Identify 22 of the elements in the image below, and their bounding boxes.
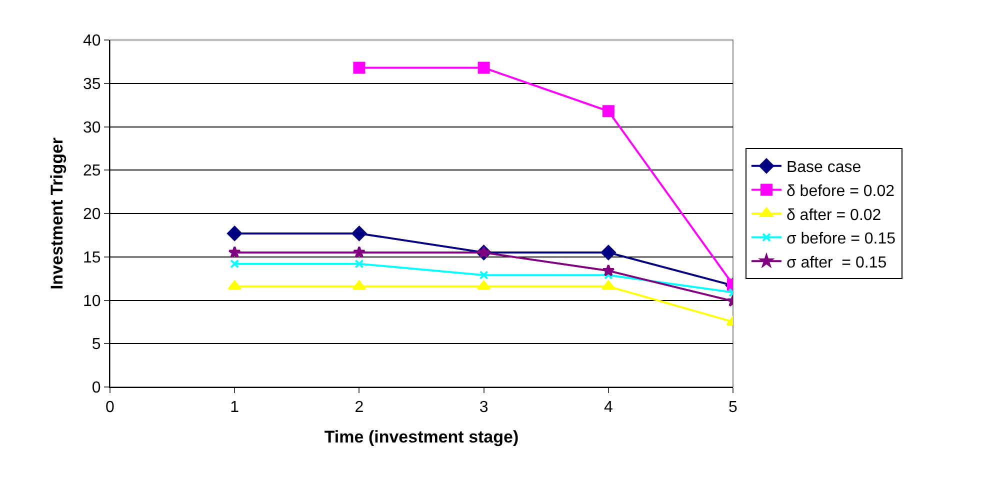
y-tick-label: 40: [83, 32, 101, 50]
x-tick-label: 4: [604, 399, 613, 416]
y-tick-label: 0: [92, 380, 101, 397]
y-tick-label: 15: [83, 249, 101, 266]
x-tick-label: 1: [230, 399, 240, 416]
x-tick-label: 5: [728, 399, 738, 416]
legend-label: δ before = 0.02: [786, 182, 895, 200]
y-axis-title: Investment Trigger: [48, 137, 67, 290]
y-tick-label: 30: [83, 119, 101, 136]
x-tick-label: 2: [354, 399, 364, 416]
legend-label: δ after = 0.02: [786, 206, 882, 224]
legend-label: σ after = 0.15: [786, 254, 887, 272]
x-tick-label: 3: [479, 399, 488, 416]
y-tick-label: 35: [83, 76, 101, 93]
y-tick-label: 5: [92, 336, 101, 354]
y-tick-label: 20: [83, 206, 101, 224]
legend-label: σ before = 0.15: [786, 230, 896, 248]
y-tick-label: 25: [83, 162, 101, 180]
x-axis-title: Time (investment stage): [324, 428, 519, 447]
legend-label: Base case: [786, 159, 862, 176]
x-tick-label: 0: [106, 399, 115, 416]
y-tick-label: 10: [83, 292, 101, 310]
